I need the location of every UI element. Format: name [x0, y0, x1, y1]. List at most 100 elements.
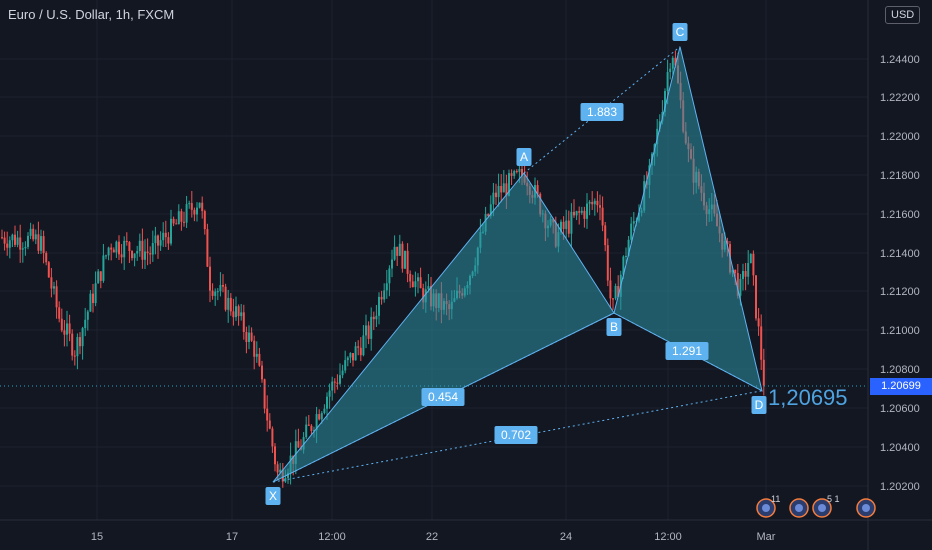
candle-body — [487, 214, 490, 216]
candle-body — [497, 185, 500, 198]
candle-body — [201, 202, 204, 212]
candle-body — [570, 211, 573, 234]
candle-body — [263, 379, 266, 409]
price-tick-label: 1.22000 — [880, 131, 920, 143]
candle-body — [255, 353, 258, 357]
time-tick-label: 12:00 — [318, 531, 346, 543]
candle-body — [29, 228, 32, 236]
candle-body — [757, 318, 760, 327]
candle-body — [203, 211, 206, 230]
price-tick-label: 1.20400 — [880, 442, 920, 454]
candle-body — [105, 255, 107, 257]
candle-body — [162, 232, 165, 241]
time-tick-label: 15 — [91, 531, 103, 543]
candle-body — [14, 234, 16, 245]
candle-body — [222, 285, 224, 287]
candle-body — [185, 204, 188, 223]
candle-body — [115, 241, 118, 253]
candle-body — [235, 306, 237, 318]
candle-body — [211, 290, 214, 296]
d-point-price-label: 1,20695 — [768, 385, 848, 410]
candle-body — [614, 285, 617, 299]
candle-body — [60, 318, 63, 331]
candle-body — [305, 424, 308, 438]
candle-body — [79, 337, 81, 347]
event-marker-3-count: 5 1 — [827, 494, 840, 504]
candle-body — [92, 293, 94, 304]
candle-body — [123, 240, 126, 258]
candle-body — [656, 128, 659, 145]
ratio-label-xb: 0.454 — [428, 390, 458, 404]
candle-body — [177, 211, 180, 225]
candle-body — [154, 235, 157, 244]
candle-body — [565, 220, 568, 229]
candle-body — [352, 353, 354, 361]
candle-body — [216, 291, 219, 293]
candle-body — [513, 170, 516, 176]
candle-body — [144, 251, 146, 260]
candle-body — [107, 247, 110, 256]
event-marker-1-inner — [762, 504, 770, 512]
candle-body — [398, 243, 401, 256]
candle-body — [24, 246, 27, 249]
candle-body — [747, 263, 750, 277]
currency-button[interactable]: USD — [885, 6, 921, 24]
candle-body — [261, 365, 263, 380]
event-marker-1-count: 11 — [771, 494, 780, 504]
candle-body — [89, 293, 92, 312]
candle-body — [209, 266, 211, 291]
candle-body — [328, 390, 331, 397]
candle-body — [50, 277, 53, 289]
price-tick-label: 1.21400 — [880, 248, 920, 260]
candle-body — [102, 255, 105, 281]
candle-body — [224, 286, 227, 310]
candle-body — [32, 228, 35, 240]
candle-body — [575, 211, 578, 216]
candle-body — [118, 241, 120, 255]
candle-body — [242, 312, 245, 333]
time-tick-label: 17 — [226, 531, 238, 543]
candle-body — [370, 316, 373, 339]
candle-body — [248, 332, 250, 342]
candle-body — [120, 254, 123, 258]
candle-body — [193, 209, 196, 215]
ratio-label-xb-bg — [421, 388, 465, 406]
ratio-label-ac: 1.883 — [587, 105, 617, 119]
candle-body — [84, 319, 87, 329]
ratio-label-xd-bg — [494, 426, 538, 444]
point-label-x: X — [269, 489, 277, 503]
time-tick-label: 12:00 — [654, 531, 682, 543]
candle-body — [409, 273, 412, 282]
candle-body — [521, 168, 523, 176]
candle-body — [596, 200, 599, 206]
candle-body — [287, 472, 289, 479]
candle-body — [760, 326, 763, 360]
candle-body — [627, 239, 630, 256]
candle-body — [271, 428, 274, 447]
candle-body — [128, 242, 131, 252]
point-label-d: D — [755, 398, 764, 412]
candle-body — [167, 237, 170, 244]
candle-body — [198, 202, 201, 208]
candle-body — [6, 243, 9, 248]
point-label-x-bg — [265, 487, 281, 505]
pattern-triangle-xab[interactable] — [272, 172, 615, 483]
candle-body — [307, 424, 310, 426]
candle-body — [495, 192, 497, 198]
candle-body — [27, 235, 29, 247]
candle-body — [188, 203, 191, 205]
price-tick-label: 1.24400 — [880, 54, 920, 66]
candle-body — [253, 340, 256, 357]
candle-body — [349, 353, 352, 358]
candle-body — [302, 437, 305, 450]
candle-body — [190, 203, 193, 210]
price-tick-label: 1.21600 — [880, 209, 920, 221]
candle-body — [742, 271, 744, 279]
point-label-c: C — [676, 25, 685, 39]
candle-body — [68, 323, 71, 334]
candle-body — [354, 346, 357, 361]
candle-body — [492, 192, 495, 205]
candle-body — [599, 205, 601, 208]
candle-body — [110, 247, 113, 250]
